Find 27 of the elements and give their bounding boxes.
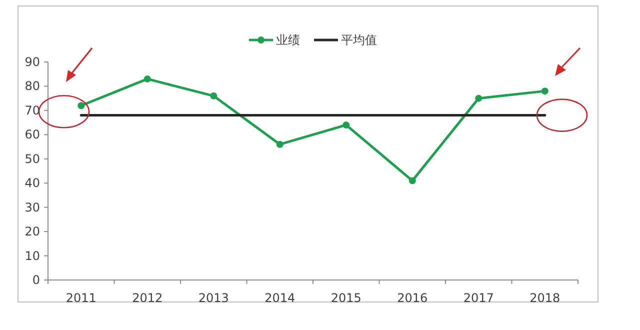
point bbox=[210, 92, 218, 100]
point bbox=[475, 94, 482, 102]
y-tick-label: 90 bbox=[24, 55, 40, 69]
x-tick-label: 2013 bbox=[198, 291, 229, 305]
y-tick-label: 40 bbox=[24, 176, 40, 190]
point bbox=[78, 102, 85, 110]
y-tick-label: 20 bbox=[24, 224, 40, 239]
x-tick-label: 2011 bbox=[66, 291, 96, 305]
x-tick-label: 2017 bbox=[463, 291, 494, 305]
y-tick-label: 60 bbox=[24, 128, 40, 142]
x-tick-label: 2018 bbox=[530, 291, 560, 305]
y-tick-label: 30 bbox=[24, 200, 40, 214]
x-tick-label: 2012 bbox=[132, 291, 163, 305]
point bbox=[408, 177, 416, 184]
point bbox=[342, 121, 350, 128]
x-tick-label: 2015 bbox=[330, 291, 362, 305]
x-tick-label: 2016 bbox=[397, 291, 428, 305]
point bbox=[144, 75, 151, 82]
y-tick-label: 50 bbox=[24, 152, 40, 166]
y-tick-label: 10 bbox=[24, 248, 40, 263]
x-tick-label: 2014 bbox=[264, 291, 296, 305]
legend-label: 业绩 bbox=[276, 33, 300, 47]
y-tick-label: 80 bbox=[24, 79, 40, 94]
point bbox=[276, 140, 284, 148]
legend-label: 平均值 bbox=[341, 33, 377, 47]
y-tick-label: 0 bbox=[32, 273, 40, 287]
point bbox=[541, 88, 548, 95]
